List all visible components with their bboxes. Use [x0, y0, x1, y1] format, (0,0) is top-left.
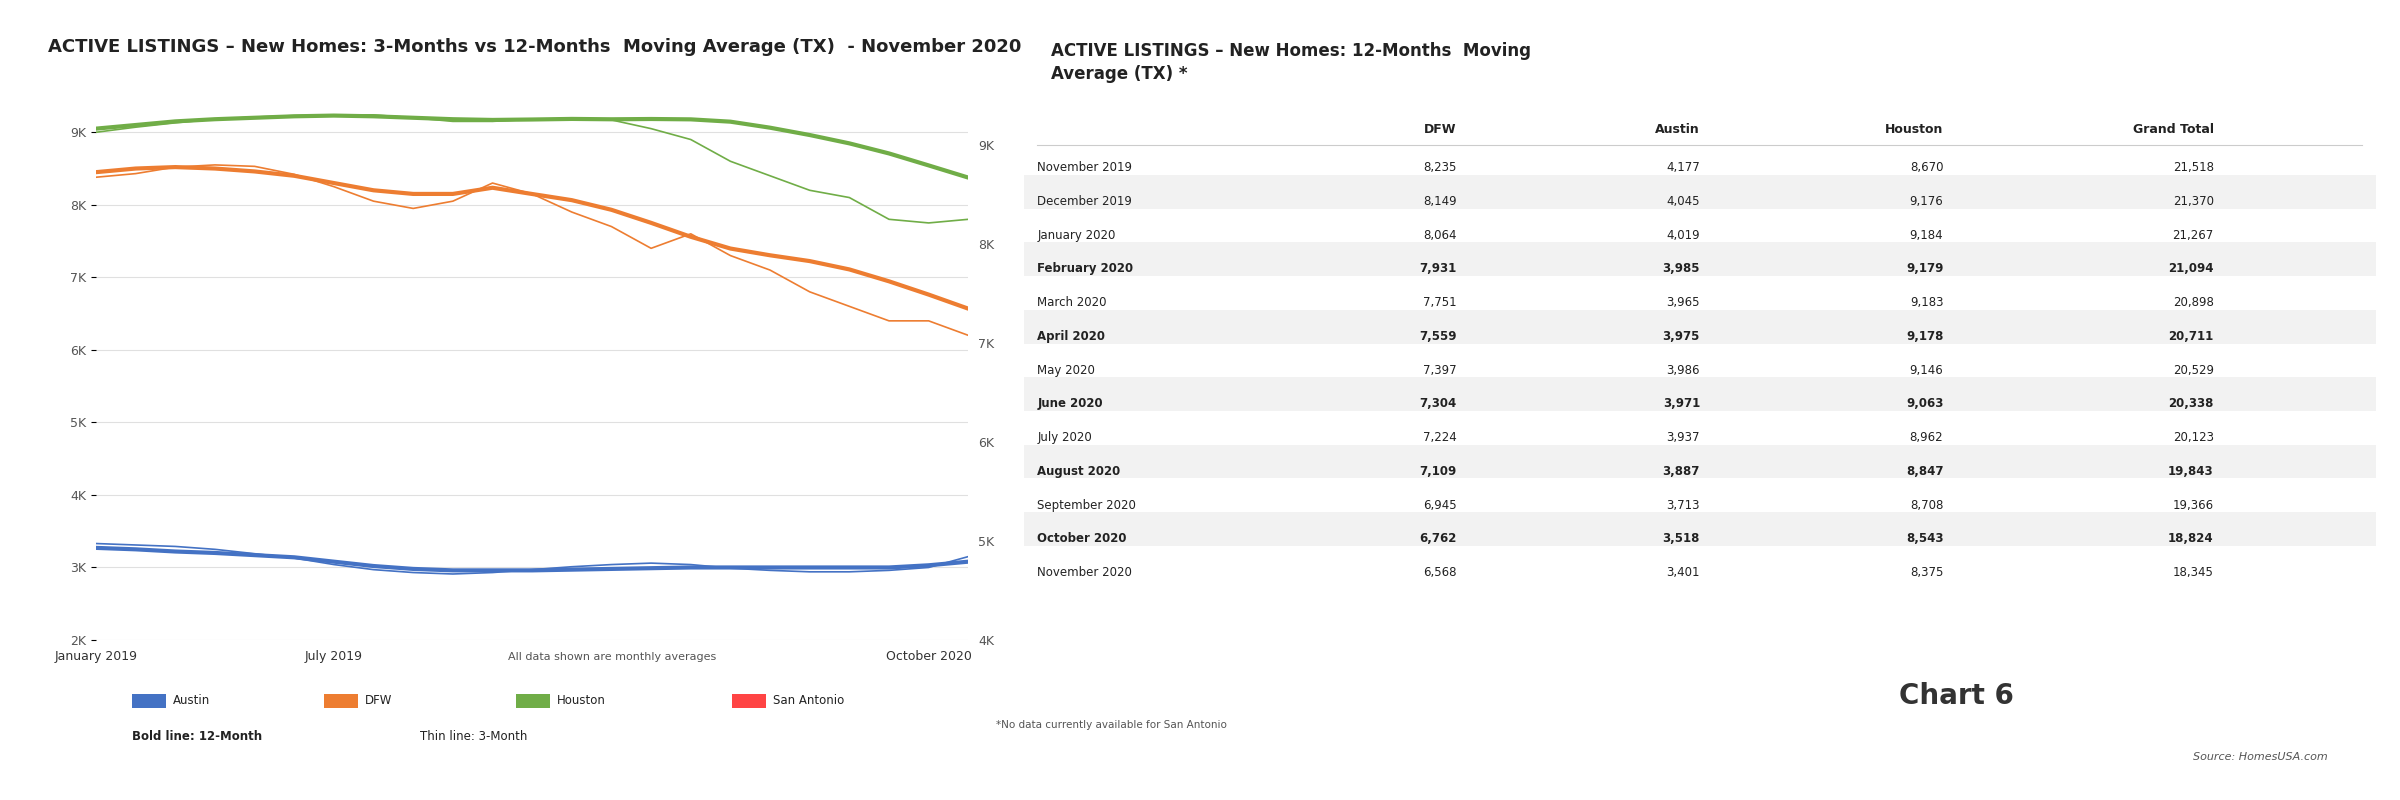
- Text: 4,019: 4,019: [1666, 229, 1699, 242]
- Text: 7,931: 7,931: [1418, 262, 1457, 275]
- Text: 7,751: 7,751: [1423, 296, 1457, 309]
- Text: San Antonio: San Antonio: [773, 694, 845, 707]
- Text: 18,345: 18,345: [2172, 566, 2213, 579]
- Text: 4,045: 4,045: [1666, 195, 1699, 208]
- Text: 20,338: 20,338: [2167, 398, 2213, 410]
- Text: 21,267: 21,267: [2172, 229, 2213, 242]
- Text: DFW: DFW: [1423, 123, 1457, 136]
- Text: 8,375: 8,375: [1910, 566, 1944, 579]
- Text: November 2020: November 2020: [1037, 566, 1133, 579]
- Text: 18,824: 18,824: [2167, 532, 2213, 546]
- Text: ACTIVE LISTINGS – New Homes: 3-Months vs 12-Months  Moving Average (TX)  - Novem: ACTIVE LISTINGS – New Homes: 3-Months vs…: [48, 38, 1022, 56]
- FancyBboxPatch shape: [1025, 445, 2376, 478]
- Text: 3,937: 3,937: [1666, 431, 1699, 444]
- Text: 3,713: 3,713: [1666, 498, 1699, 511]
- Text: October 2020: October 2020: [1037, 532, 1128, 546]
- Text: January 2020: January 2020: [1037, 229, 1116, 242]
- Text: 3,965: 3,965: [1666, 296, 1699, 309]
- Text: Chart 6: Chart 6: [1898, 682, 2014, 710]
- Text: 3,971: 3,971: [1663, 398, 1699, 410]
- Text: 6,762: 6,762: [1418, 532, 1457, 546]
- Text: June 2020: June 2020: [1037, 398, 1104, 410]
- Text: 7,109: 7,109: [1418, 465, 1457, 478]
- Text: 7,224: 7,224: [1423, 431, 1457, 444]
- Text: 3,986: 3,986: [1666, 364, 1699, 377]
- Text: 8,149: 8,149: [1423, 195, 1457, 208]
- Text: All data shown are monthly averages: All data shown are monthly averages: [509, 652, 715, 662]
- Text: 7,304: 7,304: [1418, 398, 1457, 410]
- Text: Bold line: 12-Month: Bold line: 12-Month: [132, 730, 262, 743]
- Text: 21,370: 21,370: [2172, 195, 2213, 208]
- FancyBboxPatch shape: [1025, 175, 2376, 209]
- Text: 3,887: 3,887: [1663, 465, 1699, 478]
- Text: November 2019: November 2019: [1037, 162, 1133, 174]
- Text: 8,064: 8,064: [1423, 229, 1457, 242]
- Text: Houston: Houston: [1884, 123, 1944, 136]
- Text: Thin line: 3-Month: Thin line: 3-Month: [420, 730, 528, 743]
- FancyBboxPatch shape: [1025, 310, 2376, 343]
- Text: 7,397: 7,397: [1423, 364, 1457, 377]
- Text: Austin: Austin: [173, 694, 211, 707]
- Text: 6,945: 6,945: [1423, 498, 1457, 511]
- Text: September 2020: September 2020: [1037, 498, 1135, 511]
- Text: 9,184: 9,184: [1910, 229, 1944, 242]
- Text: 7,559: 7,559: [1418, 330, 1457, 343]
- Text: ACTIVE LISTINGS – New Homes: 12-Months  Moving
Average (TX) *: ACTIVE LISTINGS – New Homes: 12-Months M…: [1051, 42, 1531, 83]
- Text: 8,543: 8,543: [1906, 532, 1944, 546]
- Text: 3,975: 3,975: [1663, 330, 1699, 343]
- Text: 9,146: 9,146: [1910, 364, 1944, 377]
- Text: 3,985: 3,985: [1663, 262, 1699, 275]
- Text: 20,529: 20,529: [2172, 364, 2213, 377]
- Text: 19,366: 19,366: [2172, 498, 2213, 511]
- Text: 19,843: 19,843: [2167, 465, 2213, 478]
- Text: 8,235: 8,235: [1423, 162, 1457, 174]
- Text: 8,708: 8,708: [1910, 498, 1944, 511]
- Text: August 2020: August 2020: [1037, 465, 1121, 478]
- Text: 4,177: 4,177: [1666, 162, 1699, 174]
- Text: March 2020: March 2020: [1037, 296, 1106, 309]
- Text: 20,123: 20,123: [2172, 431, 2213, 444]
- Text: 9,178: 9,178: [1906, 330, 1944, 343]
- Text: *No data currently available for San Antonio: *No data currently available for San Ant…: [996, 720, 1226, 730]
- Text: July 2020: July 2020: [1037, 431, 1092, 444]
- Text: February 2020: February 2020: [1037, 262, 1133, 275]
- Text: Grand Total: Grand Total: [2134, 123, 2213, 136]
- Text: 20,711: 20,711: [2170, 330, 2213, 343]
- FancyBboxPatch shape: [1025, 242, 2376, 276]
- Text: Houston: Houston: [557, 694, 605, 707]
- Text: Source: HomesUSA.com: Source: HomesUSA.com: [2194, 752, 2328, 762]
- Text: 8,847: 8,847: [1906, 465, 1944, 478]
- Text: 8,670: 8,670: [1910, 162, 1944, 174]
- FancyBboxPatch shape: [1025, 512, 2376, 546]
- Text: DFW: DFW: [365, 694, 391, 707]
- Text: May 2020: May 2020: [1037, 364, 1094, 377]
- FancyBboxPatch shape: [1025, 378, 2376, 411]
- Text: Austin: Austin: [1656, 123, 1699, 136]
- Text: 8,962: 8,962: [1910, 431, 1944, 444]
- Text: 3,401: 3,401: [1666, 566, 1699, 579]
- Text: 20,898: 20,898: [2172, 296, 2213, 309]
- Text: 21,094: 21,094: [2167, 262, 2213, 275]
- Text: April 2020: April 2020: [1037, 330, 1106, 343]
- Text: 9,176: 9,176: [1910, 195, 1944, 208]
- Text: 21,518: 21,518: [2172, 162, 2213, 174]
- Text: 3,518: 3,518: [1663, 532, 1699, 546]
- Text: 9,063: 9,063: [1906, 398, 1944, 410]
- Text: 9,179: 9,179: [1906, 262, 1944, 275]
- Text: 9,183: 9,183: [1910, 296, 1944, 309]
- Text: 6,568: 6,568: [1423, 566, 1457, 579]
- Text: December 2019: December 2019: [1037, 195, 1133, 208]
